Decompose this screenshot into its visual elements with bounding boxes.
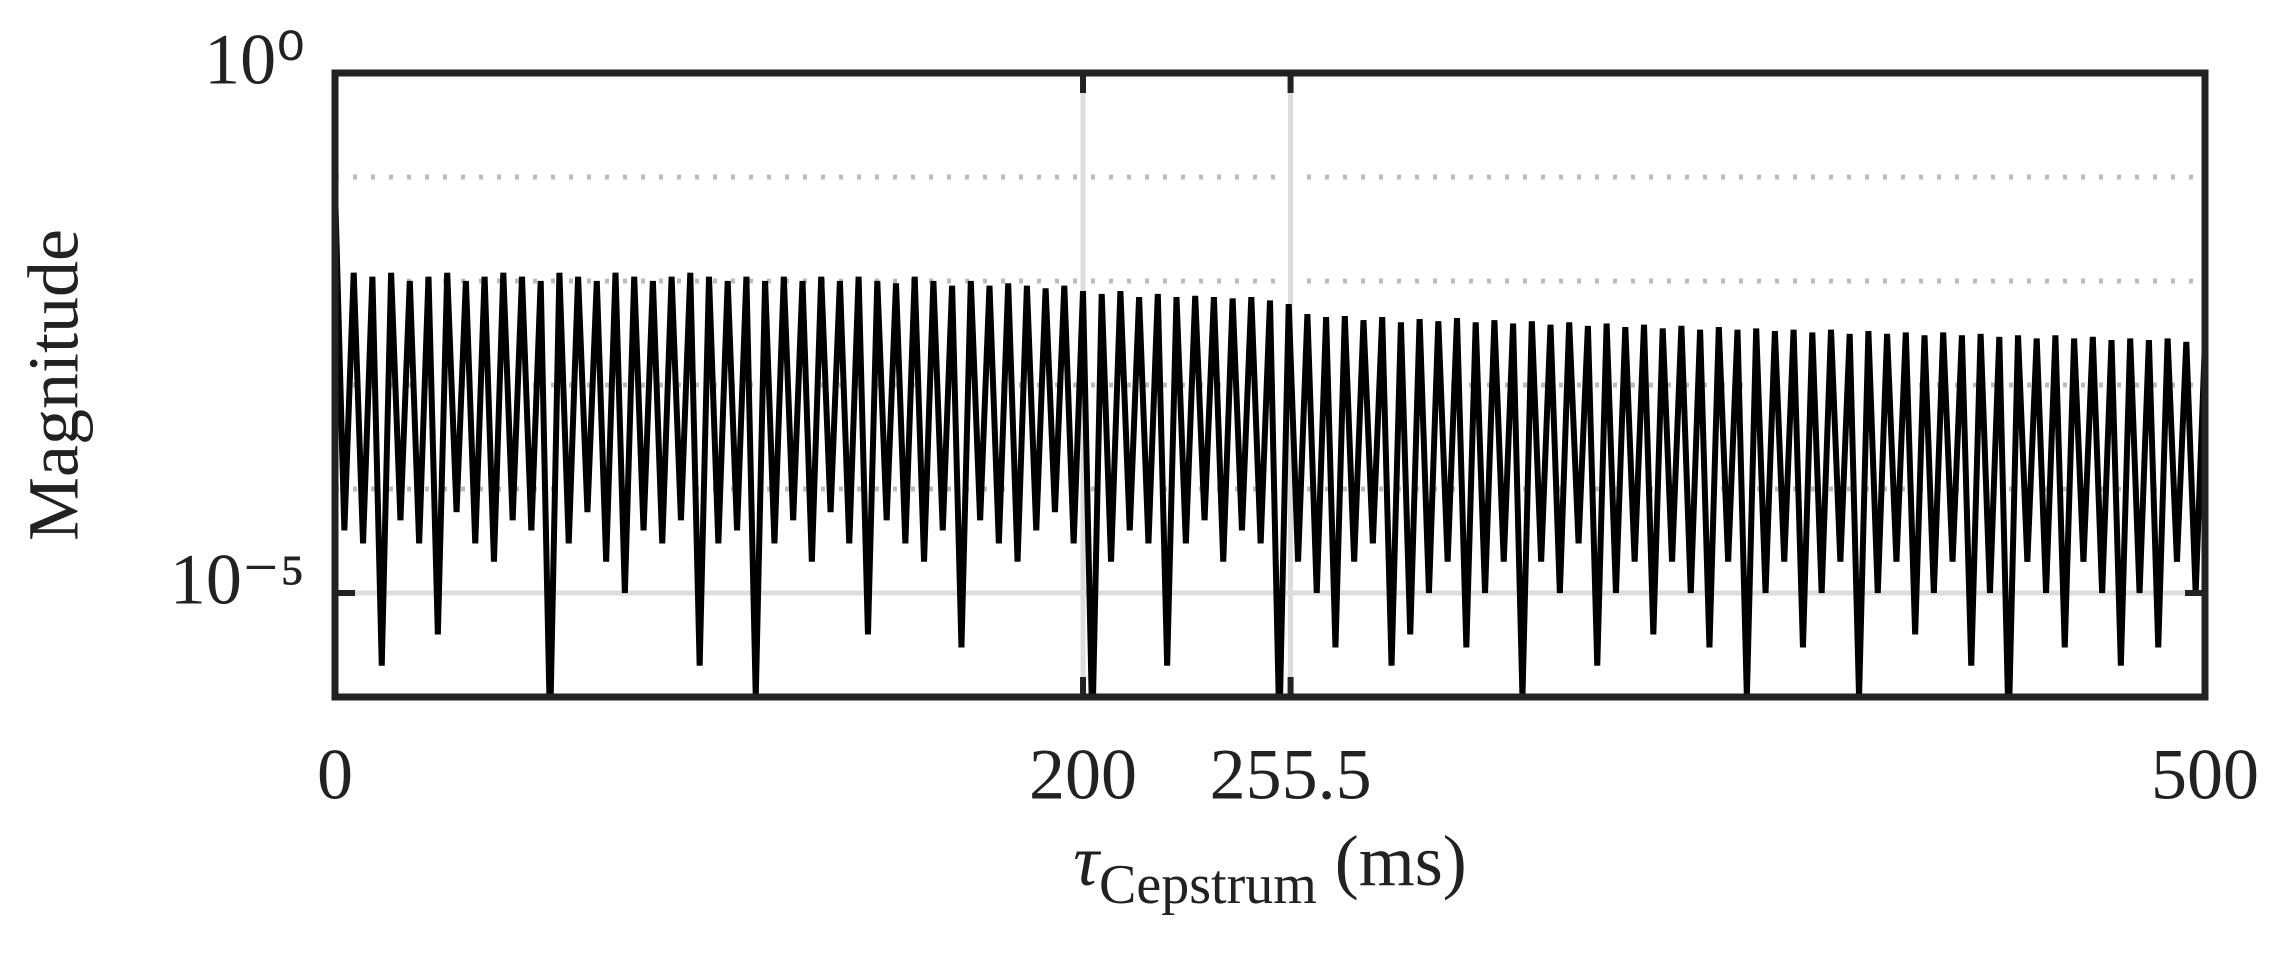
x-tick-label: 200	[1029, 735, 1137, 815]
ticks: 0 200 255.5 500 10⁰ 10⁻⁵	[170, 20, 2259, 815]
y-tick-label: 10⁰	[204, 20, 305, 100]
x-tick-label: 255.5	[1210, 735, 1372, 815]
axes-frame	[331, 69, 2209, 701]
y-axis-label: Magnitude	[14, 229, 94, 541]
plot-area	[335, 186, 2205, 697]
x-tick-label: 500	[2151, 735, 2259, 815]
x-axis-label: τCepstrum (ms)	[1073, 821, 1467, 916]
y-tick-label: 10⁻⁵	[170, 540, 305, 620]
x-label-unit: (ms)	[1335, 821, 1467, 901]
data-line	[335, 186, 2205, 697]
x-tick-label: 0	[317, 735, 353, 815]
x-label-subscript: Cepstrum	[1099, 854, 1317, 916]
x-label-symbol: τ	[1073, 821, 1101, 901]
